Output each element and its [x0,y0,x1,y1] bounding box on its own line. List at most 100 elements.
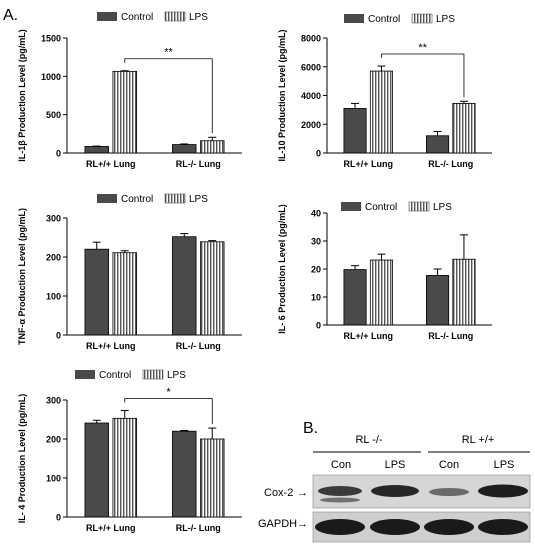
x-tick-label: RL-/- Lung [428,331,473,341]
y-tick-label: 10 [311,293,321,303]
cox2-band-1 [318,486,362,496]
panel-a-label: A. [3,7,18,24]
blot-lane-4: LPS [494,459,515,471]
y-tick-label: 0 [56,331,61,341]
gapdh-band-2 [370,519,420,535]
y-axis-label: IL-10 Production Level (pg/mL) [277,29,287,161]
y-tick-label: 2000 [301,120,321,130]
blot-lane-3: Con [439,459,459,471]
chart-il1b: 0 500 1000 1500 IL-1β Production Level (pg/m… [17,11,242,169]
significance-marker: * [166,387,171,399]
bar-control-1 [84,248,109,336]
x-tick-label: RL-/- Lung [428,159,473,169]
blot-cox2-arrow: → [297,487,308,499]
x-tick-label: RL+/+ Lung [344,331,394,341]
significance-marker: ** [418,42,427,54]
y-tick-label: 1000 [41,72,61,82]
legend-swatch-lps [411,13,433,24]
legend-label-lps: LPS [436,14,455,25]
y-tick-label: 0 [56,513,61,523]
bar-control-1 [343,108,367,154]
legend-swatch-control [97,194,117,203]
blot-group-left: RL -/- [355,434,382,446]
legend-label-lps: LPS [167,370,186,381]
legend-label-control: Control [365,202,397,213]
bar-lps-1 [112,417,137,518]
legend-label-lps: LPS [189,12,208,23]
bar-lps-2 [200,140,225,154]
bar-control-2 [172,144,197,154]
x-tick-label: RL+/+ Lung [86,523,136,533]
gapdh-band-4 [478,519,528,535]
panel-b-label: B. [303,420,318,437]
legend-swatch-control [97,12,117,21]
x-tick-label: RL-/- Lung [176,523,221,533]
x-tick-label: RL+/+ Lung [344,159,394,169]
bar-lps-2 [200,438,225,518]
significance-bracket [124,58,213,134]
bar-control-2 [172,430,197,518]
bar-lps-2 [452,258,476,326]
significance-bracket [381,53,465,98]
bar-control-1 [343,269,367,326]
x-tick-label: RL-/- Lung [176,341,221,351]
legend-swatch-control [75,370,95,379]
bar-control-2 [172,236,197,336]
y-axis-label: TNF-α Production Level (pg/mL) [17,208,27,345]
blot-row-cox2-label: Cox-2 [264,487,293,499]
y-tick-label: 1500 [41,34,61,44]
y-tick-label: 30 [311,237,321,247]
legend-swatch-lps [408,201,430,212]
chart-il4: 0 100 200 300 IL- 4 Production Level (pg/mL)… [17,369,242,533]
x-tick-label: RL+/+ Lung [86,159,136,169]
legend-swatch-lps [164,11,186,22]
blot-row-gapdh-label: GAPDH [258,518,297,530]
y-tick-label: 300 [46,214,61,224]
y-tick-label: 4000 [301,91,321,101]
y-tick-label: 0 [316,321,321,331]
chart-il10: 0 2000 4000 6000 8000 IL-10 Production Level … [277,13,492,169]
bar-lps-2 [200,241,225,336]
y-tick-label: 100 [46,474,61,484]
blot-gapdh-arrow: → [297,518,308,530]
bar-control-1 [84,146,109,154]
western-blot: RL -/- RL +/+ Con LPS Con LPS Cox-2 → GA… [258,434,531,543]
legend-swatch-lps [164,193,186,204]
legend-swatch-control [341,202,361,211]
cox2-band-2 [371,485,419,497]
cox2-band-1b [320,497,360,503]
chart-il6: 0 10 20 30 40 IL- 6 Production Level (pg/mL) R… [277,201,492,341]
legend-label-lps: LPS [189,194,208,205]
significance-bracket [124,398,213,425]
gapdh-band-1 [315,519,365,535]
bar-lps-1 [112,252,137,336]
legend-label-control: Control [121,194,153,205]
x-tick-label: RL+/+ Lung [86,341,136,351]
y-tick-label: 0 [56,149,61,159]
bar-lps-1 [369,259,393,326]
legend-label-control: Control [99,370,131,381]
blot-group-right: RL +/+ [462,434,495,446]
y-axis-label: IL-1β Production Level (pg/mL) [17,29,27,162]
gapdh-band-3 [424,519,474,535]
legend-swatch-lps [142,369,164,380]
cox2-band-3 [429,488,469,496]
y-tick-label: 40 [311,209,321,219]
blot-lane-1: Con [331,459,351,471]
y-tick-label: 0 [316,149,321,159]
chart-tnfa: 0 100 200 300 TNF-α Production Level (pg/mL)… [17,193,242,351]
cox2-band-4 [478,484,528,498]
y-axis-label: IL- 6 Production Level (pg/mL) [277,204,287,334]
y-tick-label: 20 [311,265,321,275]
bar-control-1 [84,422,109,518]
legend-swatch-control [344,14,364,23]
y-tick-label: 300 [46,396,61,406]
y-tick-label: 500 [46,110,61,120]
bar-control-2 [426,135,450,154]
bar-lps-1 [369,70,393,154]
y-tick-label: 200 [46,435,61,445]
y-tick-label: 6000 [301,62,321,72]
y-tick-label: 200 [46,253,61,263]
bar-control-2 [426,275,450,326]
y-axis-label: IL- 4 Production Level (pg/mL) [17,394,27,524]
